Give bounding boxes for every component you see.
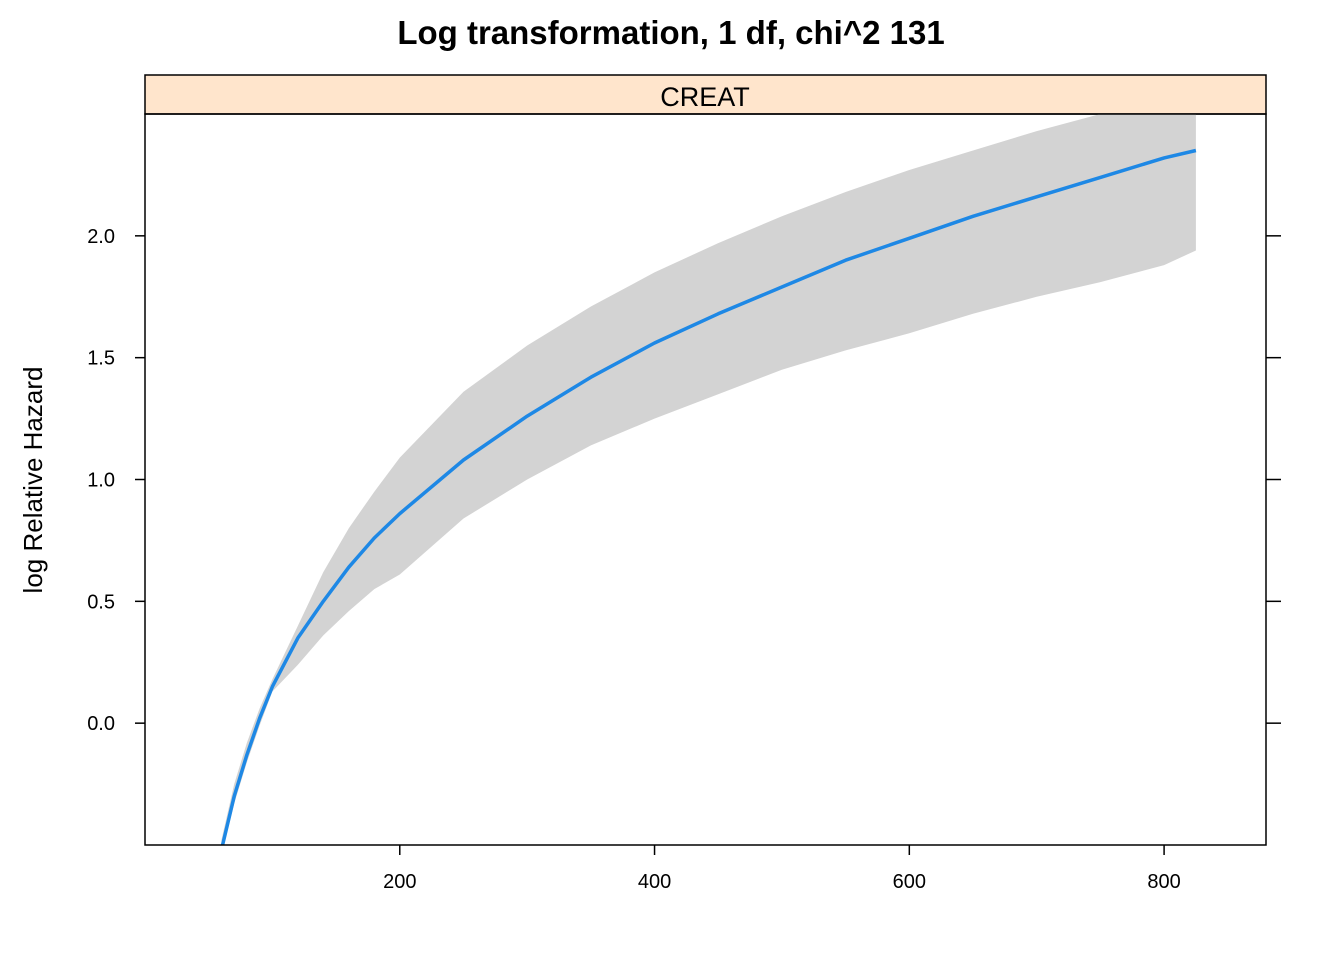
y-tick-label: 0.0 xyxy=(87,713,115,735)
y-tick-label: 0.5 xyxy=(87,591,115,613)
plot-area xyxy=(221,92,1196,855)
x-tick-label: 200 xyxy=(383,871,416,893)
y-axis-label: log Relative Hazard xyxy=(18,367,48,594)
x-axis: 200 400 600 800 xyxy=(383,845,1181,893)
y-tick-label: 1.5 xyxy=(87,348,115,370)
strip-label: CREAT xyxy=(660,82,750,112)
strip: CREAT xyxy=(145,75,1266,114)
x-tick-label: 800 xyxy=(1147,871,1180,893)
y-tick-label: 1.0 xyxy=(87,470,115,492)
x-tick-label: 400 xyxy=(638,871,671,893)
confidence-band xyxy=(221,92,1196,855)
x-tick-label: 600 xyxy=(893,871,926,893)
y-tick-label: 2.0 xyxy=(87,226,115,248)
chart-title: Log transformation, 1 df, chi^2 131 xyxy=(397,14,944,51)
